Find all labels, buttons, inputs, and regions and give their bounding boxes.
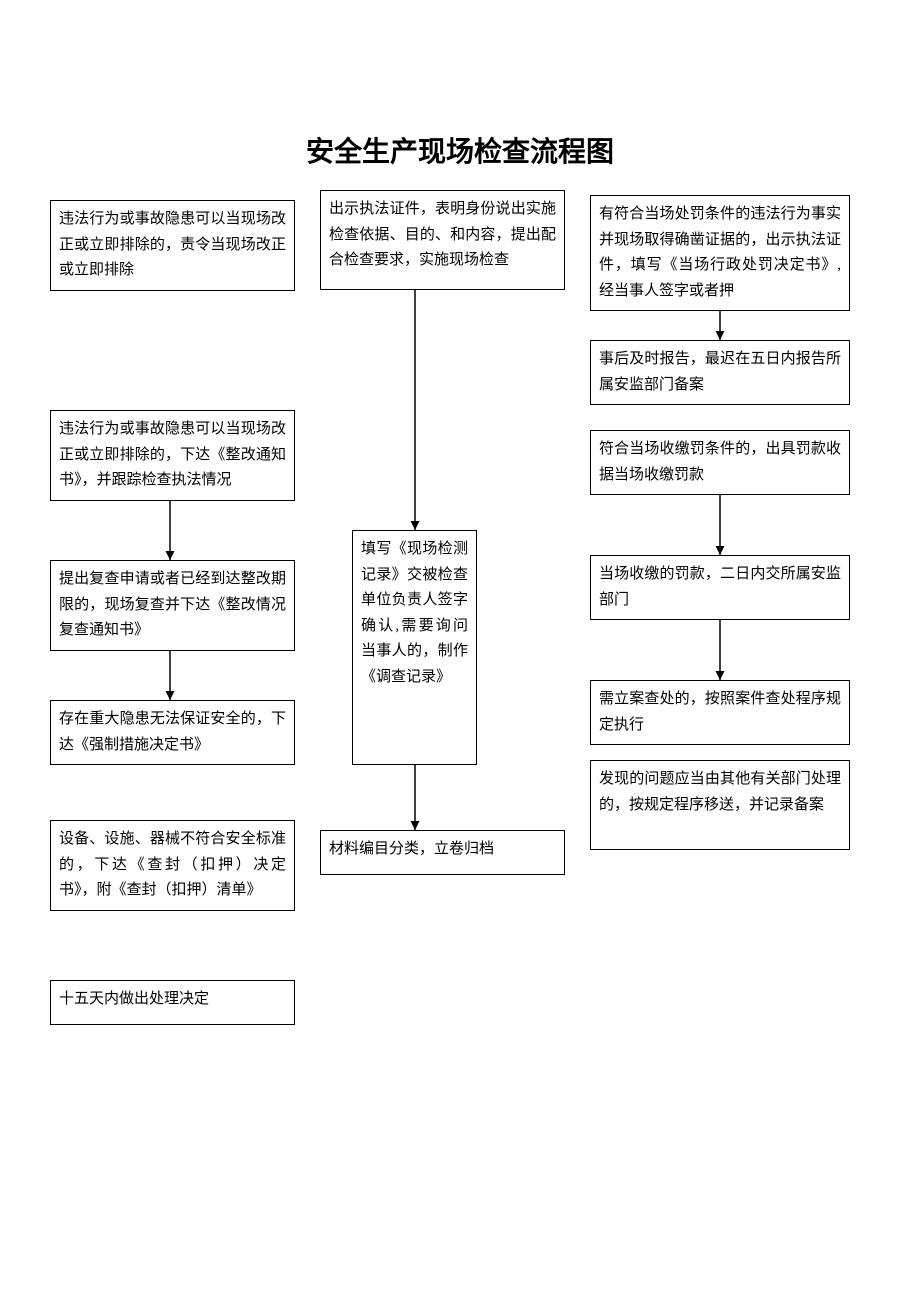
flow-node-R2: 事后及时报告，最迟在五日内报告所属安监部门备案 — [590, 340, 850, 405]
flow-node-L3: 提出复查申请或者已经到达整改期限的，现场复查并下达《整改情况复查通知书》 — [50, 560, 295, 651]
flow-node-L4: 存在重大隐患无法保证安全的，下达《强制措施决定书》 — [50, 700, 295, 765]
flow-node-C1: 出示执法证件，表明身份说出实施检查依据、目的、和内容，提出配合检查要求，实施现场… — [320, 190, 565, 290]
flow-node-R6: 发现的问题应当由其他有关部门处理的，按规定程序移送，并记录备案 — [590, 760, 850, 850]
flow-node-L5: 设备、设施、器械不符合安全标准的，下达《查封（扣押）决定书》，附《查封（扣押）清… — [50, 820, 295, 911]
flow-node-L2: 违法行为或事故隐患可以当现场改正或立即排除的，下达《整改通知书》，并跟踪检查执法… — [50, 410, 295, 501]
flow-node-R5: 需立案查处的，按照案件查处程序规定执行 — [590, 680, 850, 745]
flow-node-L1: 违法行为或事故隐患可以当现场改正或立即排除的，责令当现场改正或立即排除 — [50, 200, 295, 291]
flow-node-R4: 当场收缴的罚款，二日内交所属安监部门 — [590, 555, 850, 620]
flowchart-title: 安全生产现场检查流程图 — [0, 130, 920, 170]
flow-node-R1: 有符合当场处罚条件的违法行为事实并现场取得确凿证据的，出示执法证件，填写《当场行… — [590, 195, 850, 311]
flow-node-L6: 十五天内做出处理决定 — [50, 980, 295, 1025]
flow-node-C2: 填写《现场检测记录》交被检查单位负责人签字确认,需要询问当事人的，制作《调查记录… — [352, 530, 477, 765]
flow-node-R3: 符合当场收缴罚条件的，出具罚款收据当场收缴罚款 — [590, 430, 850, 495]
flow-node-C3: 材料编目分类，立卷归档 — [320, 830, 565, 875]
